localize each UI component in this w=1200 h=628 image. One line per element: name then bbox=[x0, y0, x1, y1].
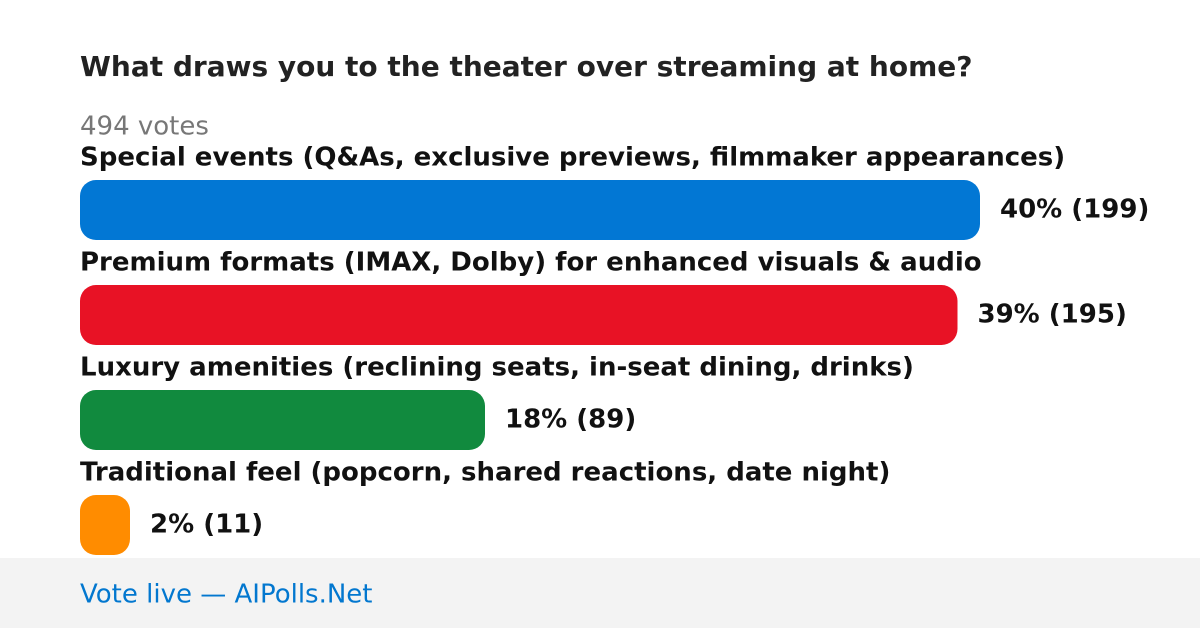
bar bbox=[80, 390, 485, 450]
value-label: 2% (11) bbox=[150, 510, 263, 540]
option-label: Premium formats (IMAX, Dolby) for enhanc… bbox=[80, 248, 982, 278]
value-label: 39% (195) bbox=[978, 300, 1127, 330]
bar bbox=[80, 495, 130, 555]
value-label: 40% (199) bbox=[1000, 195, 1149, 225]
footer-band bbox=[0, 558, 1200, 628]
vote-count: 494 votes bbox=[80, 112, 209, 142]
value-label: 18% (89) bbox=[505, 405, 636, 435]
footer-link[interactable]: Vote live — AIPolls.Net bbox=[80, 580, 373, 610]
option-label: Traditional feel (popcorn, shared reacti… bbox=[80, 458, 890, 488]
bar bbox=[80, 285, 958, 345]
bar bbox=[80, 180, 980, 240]
poll-title: What draws you to the theater over strea… bbox=[80, 50, 973, 83]
option-label: Special events (Q&As, exclusive previews… bbox=[80, 143, 1065, 173]
option-label: Luxury amenities (reclining seats, in-se… bbox=[80, 353, 914, 383]
